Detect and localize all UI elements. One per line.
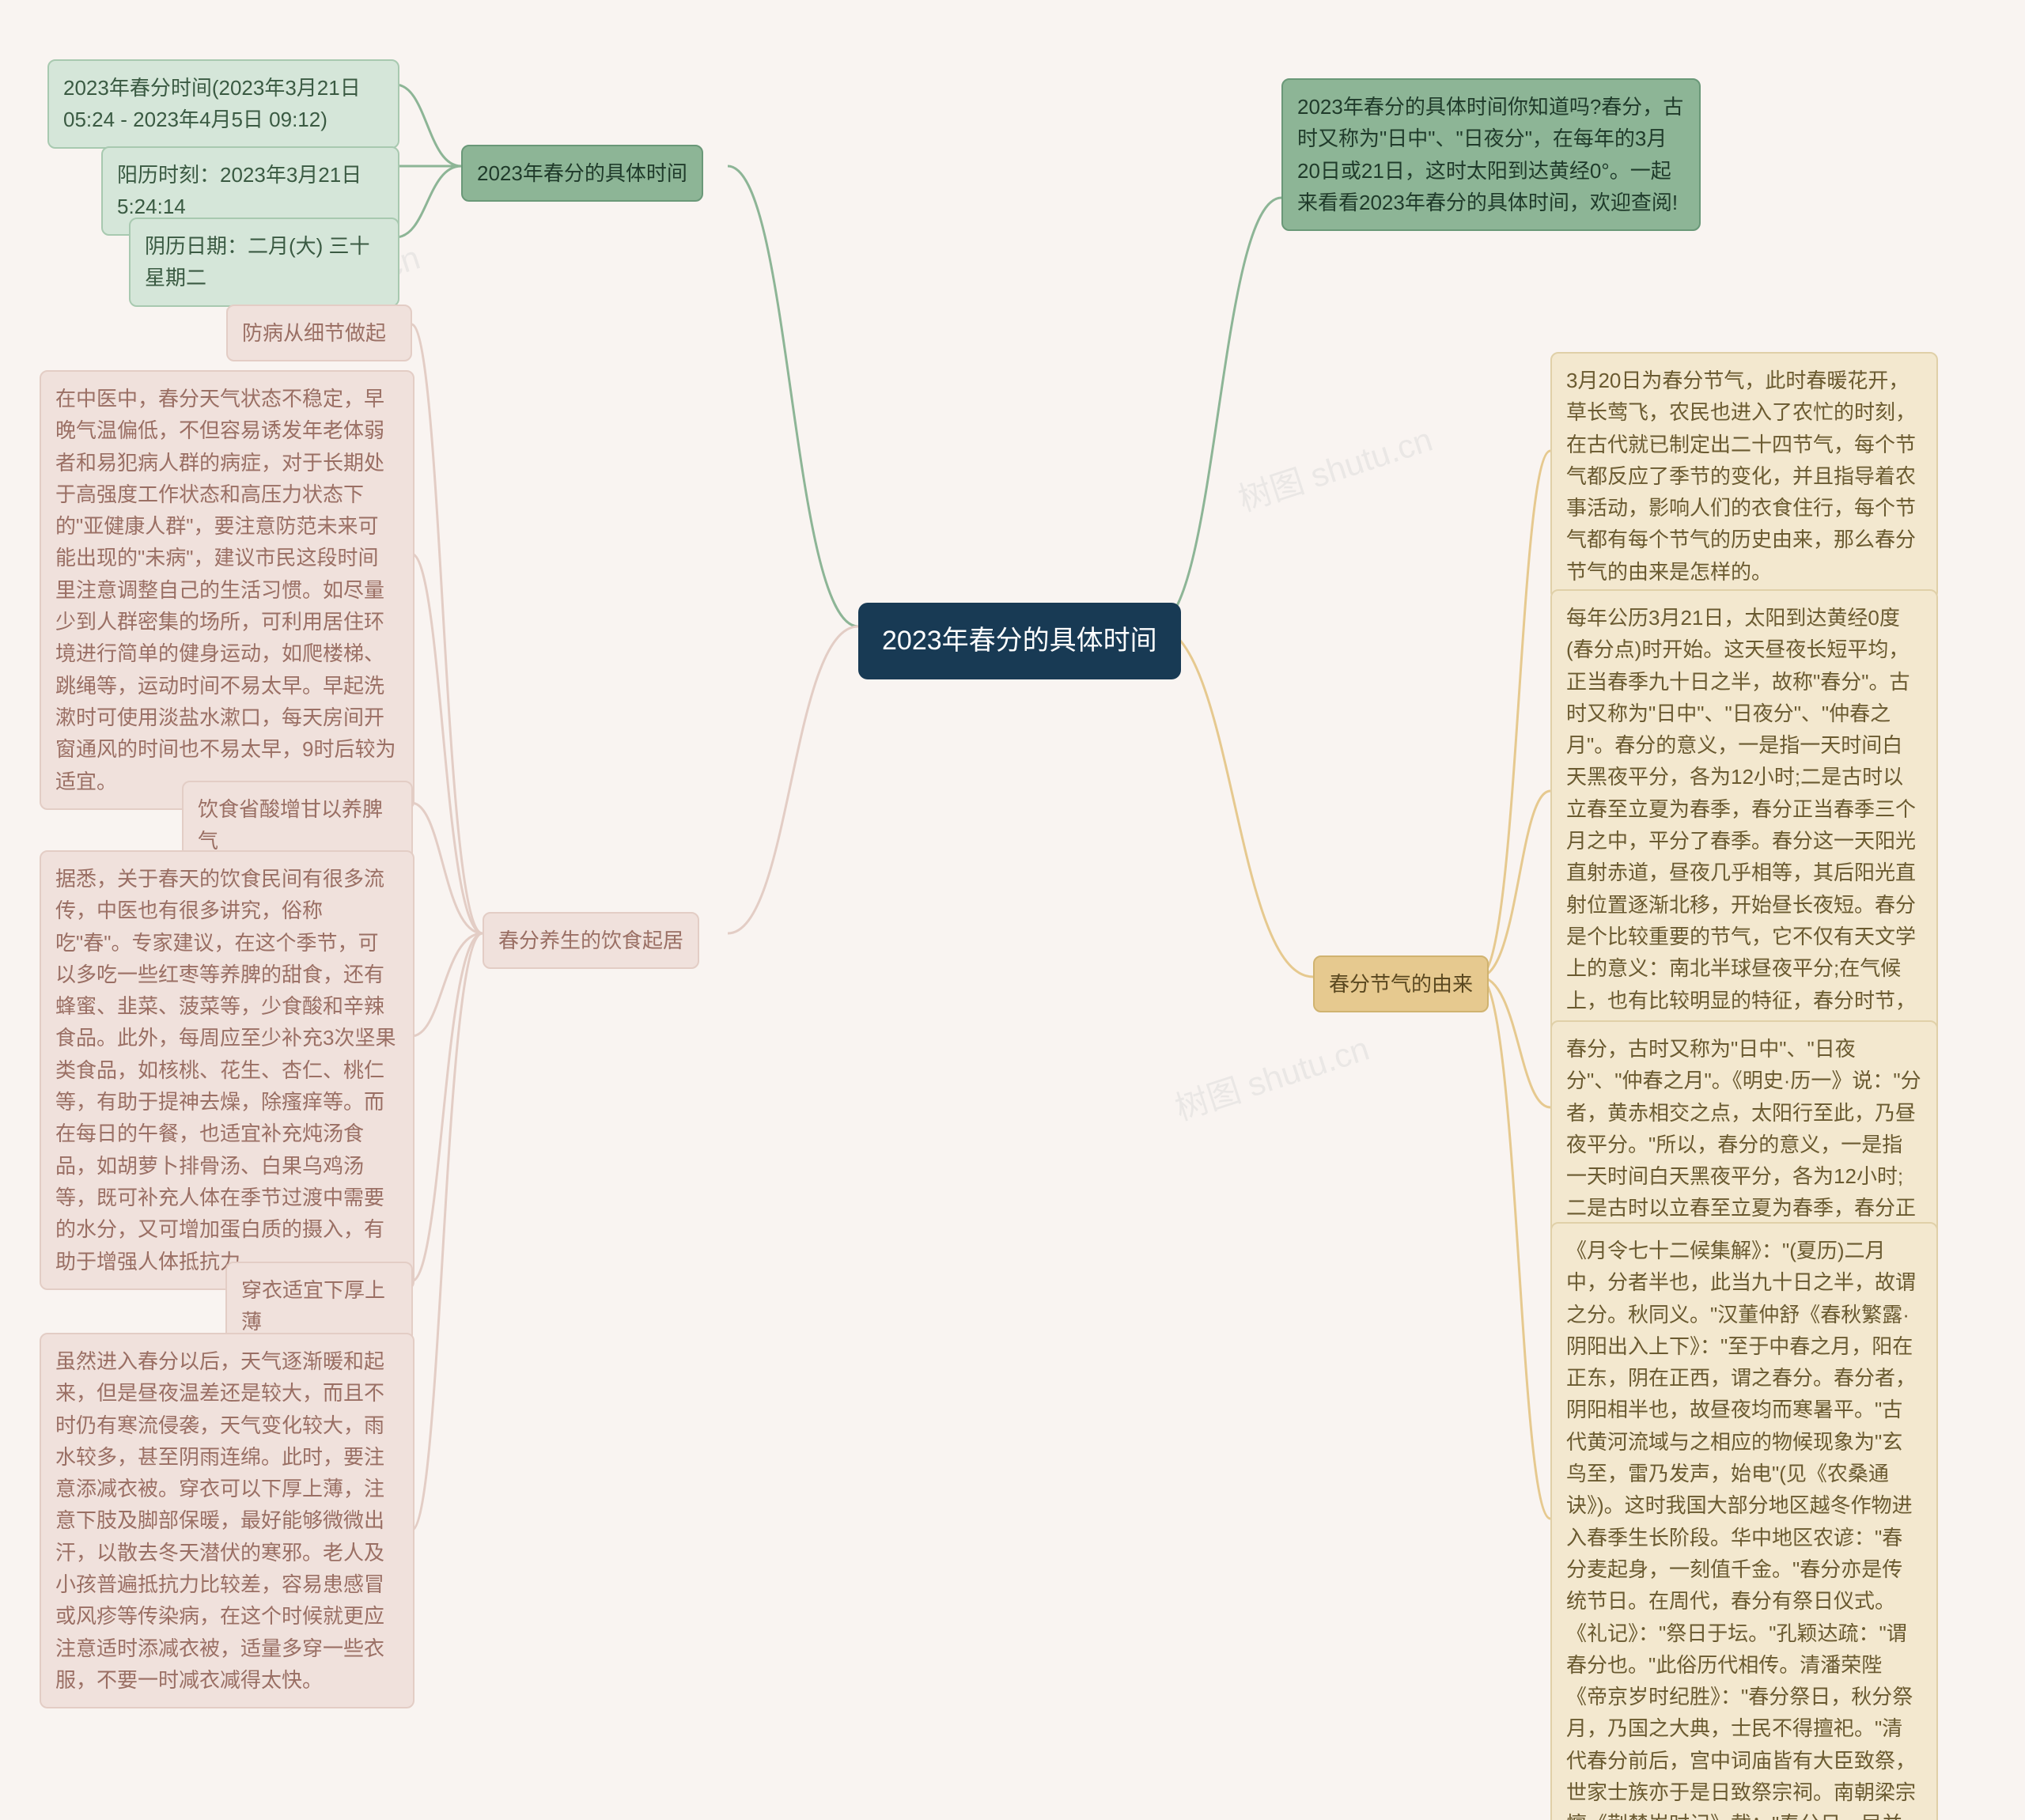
root-node[interactable]: 2023年春分的具体时间	[858, 603, 1181, 679]
time-child-2-text: 阳历时刻：2023年3月21日 5:24:14	[117, 163, 361, 218]
health-child-2-text: 在中医中，春分天气状态不稳定，早晚气温偏低，不但容易诱发年老体弱者和易犯病人群的…	[55, 387, 396, 793]
time-child-1[interactable]: 2023年春分时间(2023年3月21日 05:24 - 2023年4月5日 0…	[47, 59, 399, 149]
health-child-4-text: 据悉，关于春天的饮食民间有很多流传，中医也有很多讲究，俗称吃"春"。专家建议，在…	[55, 867, 396, 1273]
health-title: 春分养生的饮食起居	[498, 929, 683, 952]
root-label: 2023年春分的具体时间	[882, 626, 1157, 656]
health-child-1-text: 防病从细节做起	[242, 321, 386, 345]
health-child-1[interactable]: 防病从细节做起	[226, 305, 412, 361]
health-title-node[interactable]: 春分养生的饮食起居	[483, 912, 699, 969]
health-child-3-text: 饮食省酸增甘以养脾气	[198, 797, 383, 853]
origin-child-1[interactable]: 3月20日为春分节气，此时春暖花开，草长莺飞，农民也进入了农忙的时刻，在古代就已…	[1550, 352, 1938, 600]
watermark: 树图 shutu.cn	[1232, 413, 1438, 521]
health-child-2[interactable]: 在中医中，春分天气状态不稳定，早晚气温偏低，不但容易诱发年老体弱者和易犯病人群的…	[40, 370, 414, 810]
health-child-6[interactable]: 虽然进入春分以后，天气逐渐暖和起来，但是昼夜温差还是较大，而且不时仍有寒流侵袭，…	[40, 1333, 414, 1708]
origin-title-node[interactable]: 春分节气的由来	[1313, 955, 1489, 1012]
origin-child-3-text: 春分，古时又称为"日中"、"日夜分"、"仲春之月"。《明史·历一》说："分者，黄…	[1566, 1037, 1921, 1252]
time-title-node[interactable]: 2023年春分的具体时间	[461, 145, 703, 202]
intro-text: 2023年春分的具体时间你知道吗?春分，古时又称为"日中"、"日夜分"，在每年的…	[1297, 95, 1683, 214]
watermark: 树图 shutu.cn	[1168, 1022, 1375, 1130]
time-child-3[interactable]: 阴历日期：二月(大) 三十 星期二	[129, 218, 399, 307]
health-child-5-text: 穿衣适宜下厚上薄	[241, 1278, 385, 1334]
time-title: 2023年春分的具体时间	[477, 161, 687, 185]
health-child-6-text: 虽然进入春分以后，天气逐渐暖和起来，但是昼夜温差还是较大，而且不时仍有寒流侵袭，…	[55, 1349, 384, 1692]
origin-title: 春分节气的由来	[1329, 972, 1473, 996]
origin-child-1-text: 3月20日为春分节气，此时春暖花开，草长莺飞，农民也进入了农忙的时刻，在古代就已…	[1566, 369, 1916, 584]
time-child-3-text: 阴历日期：二月(大) 三十 星期二	[145, 234, 370, 289]
origin-child-4[interactable]: 《月令七十二候集解》："(夏历)二月中，分者半也，此当九十日之半，故谓之分。秋同…	[1550, 1222, 1938, 1820]
intro-node[interactable]: 2023年春分的具体时间你知道吗?春分，古时又称为"日中"、"日夜分"，在每年的…	[1281, 78, 1701, 231]
time-child-1-text: 2023年春分时间(2023年3月21日 05:24 - 2023年4月5日 0…	[63, 76, 361, 131]
health-child-4[interactable]: 据悉，关于春天的饮食民间有很多流传，中医也有很多讲究，俗称吃"春"。专家建议，在…	[40, 850, 414, 1290]
origin-child-4-text: 《月令七十二候集解》："(夏历)二月中，分者半也，此当九十日之半，故谓之分。秋同…	[1566, 1239, 1921, 1820]
